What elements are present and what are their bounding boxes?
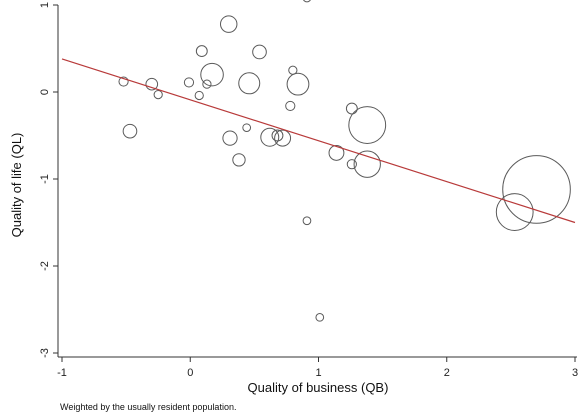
data-point: [252, 44, 267, 60]
data-point: [222, 130, 238, 146]
x-tick-label: 1: [315, 367, 321, 379]
data-point: [502, 155, 571, 224]
data-point: [315, 312, 325, 322]
data-point: [286, 72, 310, 96]
chart-note: Weighted by the usually resident populat…: [60, 402, 236, 412]
x-tick-label: 0: [187, 367, 193, 379]
data-point: [153, 90, 163, 100]
y-tick-label: -1: [39, 174, 51, 184]
data-point: [232, 153, 246, 167]
x-tick-label: 3: [572, 367, 578, 379]
data-point: [346, 159, 357, 170]
data-point: [122, 123, 138, 139]
x-tick-label: -1: [57, 367, 67, 379]
data-point: [274, 129, 292, 147]
data-point: [328, 144, 345, 161]
y-tick-label: 0: [39, 89, 51, 95]
data-point: [195, 45, 208, 58]
x-ticks: -1 0 1 2 3: [57, 357, 578, 379]
data-point: [242, 123, 252, 133]
fit-line: [61, 58, 576, 224]
axes: [57, 5, 577, 358]
data-point: [194, 90, 204, 101]
data-point: [303, 0, 311, 3]
data-point: [200, 62, 224, 87]
x-axis-title: Quality of business (QB): [248, 380, 389, 395]
data-point: [348, 106, 387, 144]
data-point: [183, 77, 195, 88]
data-point: [118, 76, 129, 87]
data-point: [260, 127, 280, 147]
data-point: [145, 77, 159, 91]
x-tick-label: 2: [444, 367, 450, 379]
data-point: [285, 100, 296, 112]
data-point: [271, 129, 284, 142]
y-tick-label: 1: [39, 2, 51, 8]
data-point: [353, 150, 381, 178]
data-point: [495, 193, 534, 231]
y-tick-label: -3: [39, 348, 51, 358]
data-point: [302, 216, 312, 226]
data-point: [202, 79, 212, 89]
data-points: [118, 0, 571, 322]
data-point: [219, 15, 238, 33]
y-axis-title: Quality of life (QL): [9, 133, 24, 238]
y-ticks: 1 0 -1 -2 -3: [39, 2, 58, 358]
y-tick-label: -2: [39, 261, 51, 271]
data-point: [238, 72, 261, 95]
data-point: [345, 102, 358, 115]
